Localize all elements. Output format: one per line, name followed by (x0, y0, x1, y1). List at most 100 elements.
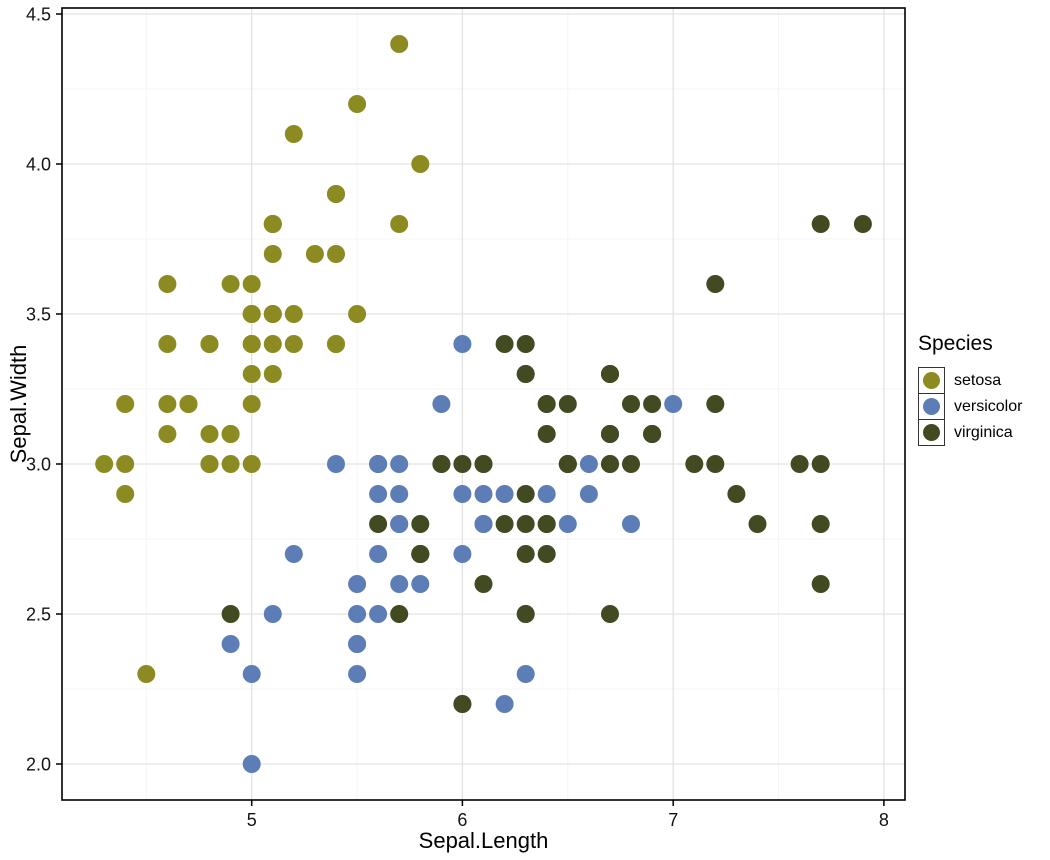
data-point-versicolor (348, 605, 367, 623)
y-axis-title: Sepal.Width (6, 344, 31, 464)
data-point-setosa (221, 425, 240, 443)
data-point-setosa (158, 395, 177, 413)
data-point-virginica (369, 515, 388, 533)
data-point-virginica (474, 455, 493, 473)
data-point-setosa (158, 335, 177, 353)
legend-dot-icon (923, 398, 940, 415)
data-point-virginica (853, 215, 872, 233)
legend-key-icon (918, 419, 945, 446)
data-point-virginica (622, 455, 640, 473)
data-point-setosa (263, 335, 282, 353)
data-point-versicolor (390, 455, 409, 473)
data-point-setosa (137, 665, 156, 683)
data-point-versicolor (579, 485, 598, 503)
data-point-virginica (558, 455, 577, 473)
data-point-setosa (327, 185, 345, 203)
data-point-versicolor (516, 665, 535, 683)
data-point-versicolor (369, 455, 388, 473)
data-point-setosa (263, 245, 282, 263)
data-point-virginica (432, 455, 451, 473)
legend-label: setosa (954, 372, 1002, 389)
legend: Species setosa versicolor virginica (918, 332, 1022, 446)
data-point-setosa (348, 95, 367, 113)
data-point-virginica (221, 605, 240, 623)
data-point-setosa (263, 365, 282, 383)
data-point-versicolor (369, 545, 388, 563)
data-point-virginica (727, 485, 746, 503)
data-point-setosa (200, 455, 219, 473)
y-tick-label: 4.0 (26, 155, 51, 175)
data-point-virginica (706, 395, 725, 413)
y-tick-label: 2.5 (26, 605, 51, 625)
data-point-virginica (411, 545, 430, 563)
data-point-versicolor (411, 575, 430, 593)
data-point-setosa (411, 155, 430, 173)
data-point-virginica (811, 215, 830, 233)
data-point-virginica (516, 545, 535, 563)
data-point-setosa (95, 455, 114, 473)
data-point-versicolor (664, 395, 683, 413)
y-tick-label: 3.5 (26, 305, 51, 325)
legend-item-virginica: virginica (918, 419, 1022, 446)
data-point-versicolor (263, 605, 282, 623)
data-point-virginica (685, 455, 704, 473)
x-axis-title: Sepal.Length (418, 828, 549, 853)
data-point-virginica (537, 545, 556, 563)
data-point-versicolor (369, 485, 388, 503)
x-tick-label: 8 (879, 810, 889, 830)
legend-label: versicolor (954, 398, 1023, 415)
data-point-virginica (495, 335, 514, 353)
data-point-virginica (516, 485, 535, 503)
x-tick-label: 7 (668, 810, 678, 830)
data-point-setosa (263, 215, 282, 233)
data-point-setosa (305, 245, 324, 263)
legend-items: setosa versicolor virginica (918, 367, 1023, 446)
legend-dot-icon (923, 424, 940, 441)
legend-label: virginica (954, 424, 1013, 441)
data-point-versicolor (390, 515, 409, 533)
data-point-versicolor (453, 545, 472, 563)
data-point-setosa (116, 485, 135, 503)
data-point-virginica (748, 515, 767, 533)
legend-item-versicolor: versicolor (918, 393, 1023, 420)
data-point-versicolor (348, 665, 367, 683)
data-point-virginica (706, 275, 725, 293)
data-point-virginica (390, 605, 409, 623)
data-point-versicolor (474, 515, 493, 533)
data-point-virginica (601, 425, 619, 443)
data-point-virginica (811, 515, 830, 533)
legend-dot-icon (923, 372, 940, 389)
y-tick-label: 3.0 (26, 455, 51, 475)
data-point-virginica (601, 455, 619, 473)
data-point-versicolor (453, 335, 472, 353)
data-point-versicolor (495, 695, 514, 713)
data-point-setosa (284, 125, 303, 143)
data-point-virginica (453, 695, 472, 713)
data-point-versicolor (390, 485, 409, 503)
data-point-virginica (643, 395, 662, 413)
data-point-setosa (200, 425, 219, 443)
data-point-setosa (327, 245, 345, 263)
data-point-setosa (242, 455, 261, 473)
data-point-versicolor (348, 635, 367, 653)
data-point-virginica (453, 455, 472, 473)
data-point-virginica (495, 515, 514, 533)
data-point-virginica (537, 395, 556, 413)
legend-key-icon (918, 367, 945, 394)
data-point-versicolor (369, 605, 388, 623)
data-point-setosa (158, 425, 177, 443)
data-point-virginica (790, 455, 809, 473)
data-point-virginica (516, 605, 535, 623)
data-point-virginica (516, 365, 535, 383)
data-point-setosa (242, 365, 261, 383)
data-point-setosa (242, 395, 261, 413)
data-point-virginica (622, 395, 640, 413)
data-point-setosa (327, 335, 345, 353)
data-point-versicolor (453, 485, 472, 503)
data-point-setosa (263, 305, 282, 323)
data-point-setosa (116, 455, 135, 473)
data-point-virginica (706, 455, 725, 473)
data-point-versicolor (474, 485, 493, 503)
data-point-setosa (284, 335, 303, 353)
